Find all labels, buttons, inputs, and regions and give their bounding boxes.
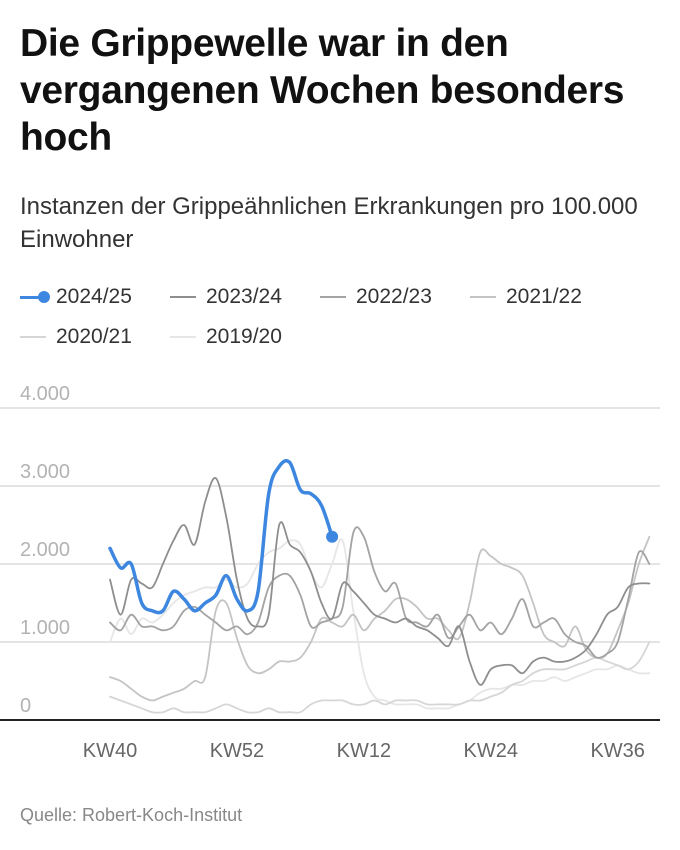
legend-item: 2019/20 [170,323,282,351]
legend-item: 2020/21 [20,323,132,351]
series-line-2024-25 [108,459,334,615]
legend-label: 2023/24 [206,285,282,308]
legend-label: 2020/21 [56,325,132,348]
series-line-2019-20 [109,538,651,710]
y-tick-label: 0 [20,695,31,717]
y-tick-label: 1.000 [20,617,70,639]
y-tick-label: 2.000 [20,539,70,561]
legend-swatch [20,290,50,303]
x-tick-label: KW52 [210,740,264,762]
y-tick-label: 3.000 [20,461,70,483]
legend-item: 2023/24 [170,283,282,311]
legend-label: 2022/23 [356,285,432,308]
legend-item: 2024/25 [20,283,132,311]
chart-title: Die Grippewelle war in den vergangenen W… [20,22,625,159]
legend-swatch [170,336,196,338]
series-line-2020-21 [109,641,651,714]
legend-swatch [320,296,346,298]
legend-label: 2024/25 [56,285,132,308]
source-note: Quelle: Robert-Koch-Institut [20,805,243,825]
y-tick-label: 4.000 [20,383,70,405]
x-tick-label: KW36 [590,740,644,762]
series-line-2021-22 [109,535,651,702]
legend-item: 2021/22 [470,283,582,311]
line-chart: 0 1.000 2.000 3.000 4.000 KW40 KW52 KW12 KW24 KW3… [0,383,660,762]
legend-swatch [20,336,46,338]
series-line-2023-24 [109,477,651,686]
series-endpoint-marker [326,530,339,543]
x-tick-label: KW12 [337,740,391,762]
x-tick-label: KW24 [464,740,518,762]
chart-subtitle: Instanzen der Grippeähnlichen Erkrankung… [20,193,638,253]
legend-label: 2021/22 [506,285,582,308]
legend-swatch [170,296,196,298]
x-tick-label: KW40 [83,740,137,762]
legend-item: 2022/23 [320,283,432,311]
series-line-2022-23 [109,526,651,659]
legend-swatch [470,296,496,298]
legend-label: 2019/20 [206,325,282,348]
